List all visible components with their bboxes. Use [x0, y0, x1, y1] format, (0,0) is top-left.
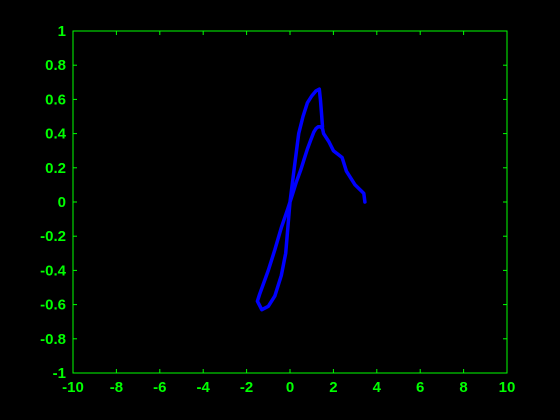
y-tick-label: 0 [58, 194, 66, 211]
x-tick-label: 8 [459, 379, 467, 396]
y-tick-label: 1 [58, 23, 66, 40]
y-tick-label: 0.4 [45, 126, 67, 143]
y-tick-label: -0.4 [40, 262, 67, 279]
tick-labels: -10 -8 -6 -4 -2 0 2 4 6 8 10 -1 -0.8 -0.6 -0.4 -0.2 0 0.2… [40, 23, 515, 396]
y-tick-label: 0.8 [45, 57, 66, 74]
series-line-0 [255, 87, 367, 312]
y-tick-label: 0.2 [45, 160, 66, 177]
x-tick-label: 2 [329, 379, 337, 396]
x-tick-label: -8 [110, 379, 123, 396]
y-tick-label: -1 [53, 365, 66, 382]
x-tick-label: 10 [499, 379, 516, 396]
x-tick-label: -4 [197, 379, 211, 396]
x-tick-label: 6 [416, 379, 424, 396]
x-tick-label: -10 [62, 379, 84, 396]
y-tick-label: 0.6 [45, 91, 66, 108]
y-tick-label: -0.6 [40, 297, 66, 314]
axes-box [72, 30, 508, 374]
series-layer [255, 87, 367, 312]
x-tick-label: 0 [286, 379, 294, 396]
x-tick-label: 4 [373, 379, 382, 396]
y-tick-label: -0.2 [40, 228, 66, 245]
x-tick-label: -2 [240, 379, 253, 396]
y-tick-label: -0.8 [40, 331, 66, 348]
x-tick-label: -6 [153, 379, 166, 396]
